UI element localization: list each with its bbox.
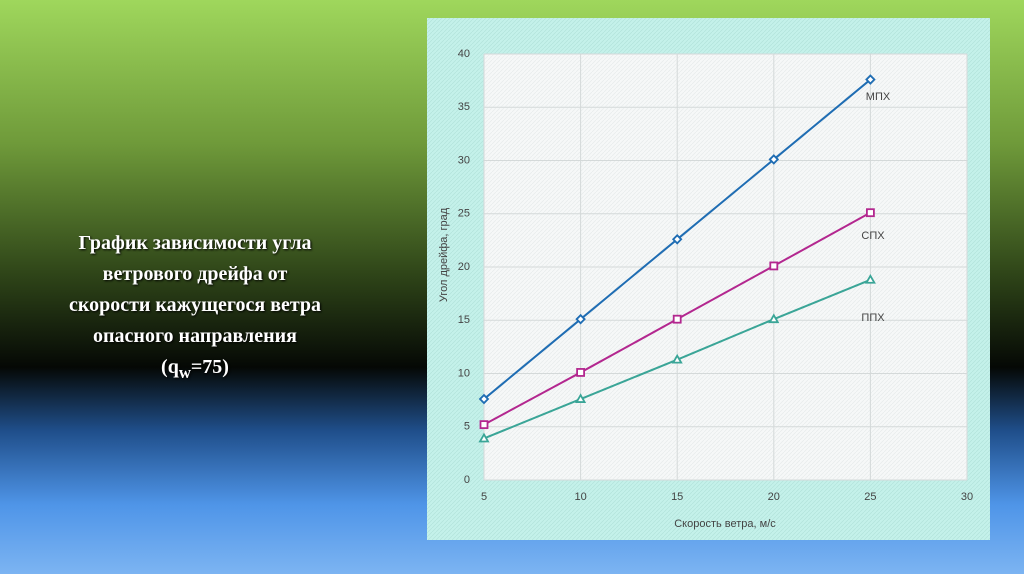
marker bbox=[769, 261, 779, 271]
marker bbox=[671, 353, 683, 364]
series-label: МПХ bbox=[866, 91, 891, 103]
title-formula: (qw=75) bbox=[20, 352, 370, 388]
title-line: ветрового дрейфа от bbox=[20, 259, 370, 290]
marker bbox=[768, 313, 780, 324]
y-tick-label: 40 bbox=[458, 48, 470, 60]
slide-title: График зависимости угла ветрового дрейфа … bbox=[20, 228, 370, 388]
title-line: График зависимости угла bbox=[20, 228, 370, 259]
x-tick-label: 10 bbox=[574, 491, 586, 503]
title-line: опасного направления bbox=[20, 321, 370, 352]
y-axis-title: Угол дрейфа, град bbox=[438, 207, 450, 302]
title-text: скорости кажущегося ветра bbox=[68, 294, 322, 316]
x-tick-label: 20 bbox=[768, 491, 780, 503]
series-label: ППХ bbox=[861, 312, 885, 324]
x-tick-label: 5 bbox=[481, 491, 487, 503]
title-text: опасного направления bbox=[93, 325, 297, 347]
marker bbox=[671, 234, 683, 245]
y-tick-label: 25 bbox=[458, 208, 470, 220]
marker bbox=[575, 313, 586, 325]
marker bbox=[478, 432, 490, 443]
marker bbox=[866, 208, 875, 218]
y-tick-label: 35 bbox=[458, 101, 470, 113]
title-line: скорости кажущегося ветра bbox=[20, 290, 370, 321]
title-text: =75) bbox=[190, 356, 229, 378]
x-tick-label: 30 bbox=[961, 491, 973, 503]
x-tick-label: 15 bbox=[671, 491, 683, 503]
marker bbox=[672, 314, 682, 324]
series-label: СПХ bbox=[861, 230, 885, 242]
title-text: ветрового дрейфа от bbox=[102, 263, 288, 285]
y-tick-label: 10 bbox=[458, 367, 470, 379]
y-tick-label: 15 bbox=[458, 314, 470, 326]
title-text: (q bbox=[161, 356, 179, 378]
marker bbox=[768, 154, 780, 165]
x-tick-label: 25 bbox=[864, 491, 876, 503]
marker bbox=[575, 393, 587, 403]
y-tick-label: 20 bbox=[458, 261, 470, 273]
x-axis-title: Скорость ветра, м/с bbox=[674, 518, 776, 530]
marker bbox=[864, 273, 876, 284]
title-text: График зависимости угла bbox=[78, 232, 312, 254]
title-text: w bbox=[178, 363, 191, 382]
y-tick-label: 5 bbox=[464, 421, 470, 433]
y-tick-label: 30 bbox=[458, 154, 470, 166]
marker bbox=[478, 393, 490, 405]
y-tick-label: 0 bbox=[464, 474, 470, 486]
marker bbox=[865, 74, 876, 85]
marker bbox=[576, 368, 585, 377]
marker bbox=[479, 420, 489, 430]
